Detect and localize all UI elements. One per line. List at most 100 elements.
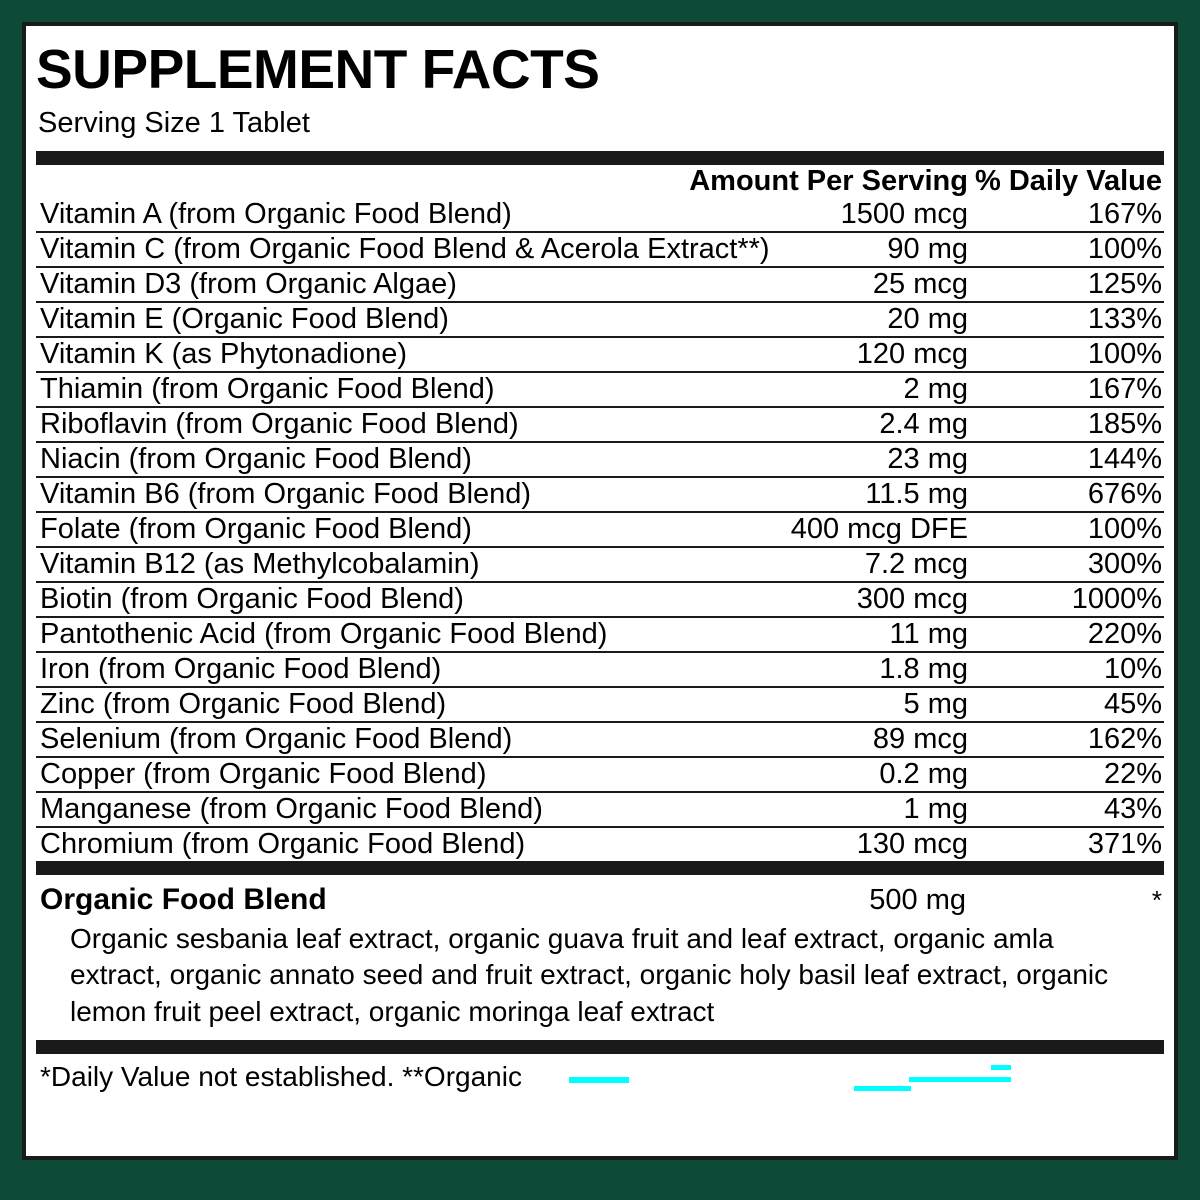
nutrient-amount: 1.8 mg: [879, 653, 968, 685]
nutrient-amount: 120 mcg: [856, 338, 968, 370]
nutrient-amount: 90 mg: [887, 233, 968, 265]
table-row: Iron (from Organic Food Blend) 1.8 mg 10%: [36, 653, 1164, 686]
nutrient-name: Pantothenic Acid (from Organic Food Blen…: [40, 618, 608, 650]
table-row: Vitamin D3 (from Organic Algae) 25 mcg 125…: [36, 268, 1164, 301]
table-row: Pantothenic Acid (from Organic Food Blen…: [36, 618, 1164, 651]
row-separator: [36, 756, 1164, 758]
table-row: Vitamin K (as Phytonadione) 120 mcg 100%: [36, 338, 1164, 371]
nutrient-name: Biotin (from Organic Food Blend): [40, 583, 464, 615]
table-row: Vitamin B12 (as Methylcobalamin) 7.2 mcg 3…: [36, 548, 1164, 581]
row-separator: [36, 371, 1164, 373]
nutrient-daily-value: 162%: [1087, 723, 1162, 755]
table-row: Zinc (from Organic Food Blend) 5 mg 45%: [36, 688, 1164, 721]
column-header-nutrient: [36, 165, 674, 198]
nutrient-amount: 11.5 mg: [865, 478, 968, 510]
nutrient-daily-value: 133%: [1087, 303, 1162, 335]
nutrient-daily-value: 125%: [1087, 268, 1162, 300]
nutrient-amount: 7.2 mcg: [864, 548, 968, 580]
nutrient-name: Iron (from Organic Food Blend): [40, 653, 442, 685]
nutrient-name: Copper (from Organic Food Blend): [40, 758, 487, 790]
nutrient-daily-value: 371%: [1087, 828, 1162, 860]
nutrient-name: Zinc (from Organic Food Blend): [40, 688, 447, 720]
row-separator: [36, 301, 1164, 303]
nutrient-amount: 0.2 mg: [879, 758, 968, 790]
nutrient-daily-value: 185%: [1087, 408, 1162, 440]
organic-food-blend-section: Organic Food Blend 500 mg * Organic sesb…: [36, 875, 1164, 1040]
nutrient-name: Vitamin K (as Phytonadione): [40, 338, 408, 370]
footnote-text: *Daily Value not established. **Organic: [40, 1061, 522, 1093]
row-separator: [36, 791, 1164, 793]
nutrient-name: Riboflavin (from Organic Food Blend): [40, 408, 519, 440]
nutrient-name: Vitamin E (Organic Food Blend): [40, 303, 449, 335]
erased-text-mark: [854, 1086, 911, 1092]
erased-text-mark: [991, 1065, 1011, 1071]
column-header-amount: Amount Per Serving: [689, 165, 968, 197]
nutrient-daily-value: 100%: [1087, 513, 1162, 545]
row-separator: [36, 336, 1164, 338]
serving-size-text: Serving Size 1 Tablet: [38, 107, 310, 139]
nutrition-table-body: Vitamin A (from Organic Food Blend) 1500 …: [36, 198, 1164, 861]
nutrient-amount: 2 mg: [903, 373, 968, 405]
nutrient-daily-value: 1000%: [1071, 583, 1162, 615]
erased-text-mark: [909, 1077, 1011, 1083]
panel-content: SUPPLEMENT FACTS Serving Size 1 Tablet A…: [26, 26, 1174, 1156]
nutrient-name: Manganese (from Organic Food Blend): [40, 793, 543, 825]
table-row: Vitamin C (from Organic Food Blend & Ace…: [36, 233, 1164, 266]
nutrient-name: Niacin (from Organic Food Blend): [40, 443, 472, 475]
blend-daily-value: *: [1151, 885, 1162, 915]
nutrient-amount: 300 mcg: [856, 583, 968, 615]
blend-name: Organic Food Blend: [40, 883, 327, 916]
nutrient-daily-value: 144%: [1087, 443, 1162, 475]
table-row: Riboflavin (from Organic Food Blend) 2.4 …: [36, 408, 1164, 441]
footnote-area: *Daily Value not established. **Organic: [36, 1054, 1164, 1105]
nutrient-amount: 23 mg: [887, 443, 968, 475]
nutrition-table: Amount Per Serving % Daily Value Vitamin…: [36, 165, 1164, 861]
nutrient-amount: 2.4 mg: [879, 408, 968, 440]
nutrient-amount: 130 mcg: [856, 828, 968, 860]
row-separator: [36, 266, 1164, 268]
erased-text-mark: [569, 1077, 629, 1084]
nutrient-daily-value: 220%: [1087, 618, 1162, 650]
table-row: Biotin (from Organic Food Blend) 300 mcg 1…: [36, 583, 1164, 616]
row-separator: [36, 826, 1164, 828]
nutrient-daily-value: 10%: [1103, 653, 1162, 685]
table-row: Vitamin B6 (from Organic Food Blend) 11.5…: [36, 478, 1164, 511]
nutrient-amount: 11 mg: [889, 618, 968, 650]
nutrient-amount: 1 mg: [903, 793, 968, 825]
nutrient-amount: 25 mcg: [872, 268, 968, 300]
supplement-facts-panel: SUPPLEMENT FACTS Serving Size 1 Tablet A…: [22, 22, 1178, 1160]
table-row: Chromium (from Organic Food Blend) 130 mc…: [36, 828, 1164, 861]
nutrient-daily-value: 300%: [1087, 548, 1162, 580]
nutrient-daily-value: 167%: [1087, 198, 1162, 230]
nutrient-amount: 400 mcg DFE: [790, 513, 968, 545]
nutrient-name: Vitamin D3 (from Organic Algae): [40, 268, 457, 300]
nutrient-name: Thiamin (from Organic Food Blend): [40, 373, 495, 405]
row-separator: [36, 476, 1164, 478]
divider-thick-footnote: [36, 1040, 1164, 1055]
row-separator: [36, 231, 1164, 233]
table-row: Niacin (from Organic Food Blend) 23 mg 144…: [36, 443, 1164, 476]
nutrient-daily-value: 676%: [1087, 478, 1162, 510]
nutrient-daily-value: 22%: [1103, 758, 1162, 790]
nutrient-daily-value: 100%: [1087, 338, 1162, 370]
table-row: Vitamin E (Organic Food Blend) 20 mg 133%: [36, 303, 1164, 336]
nutrient-name: Vitamin A (from Organic Food Blend): [40, 198, 512, 230]
nutrient-name: Selenium (from Organic Food Blend): [40, 723, 513, 755]
row-separator: [36, 616, 1164, 618]
blend-amount: 500 mg: [869, 884, 966, 916]
table-row: Selenium (from Organic Food Blend) 89 mcg…: [36, 723, 1164, 756]
nutrient-name: Chromium (from Organic Food Blend): [40, 828, 526, 860]
row-separator: [36, 651, 1164, 653]
row-separator: [36, 721, 1164, 723]
nutrient-daily-value: 100%: [1087, 233, 1162, 265]
nutrient-amount: 1500 mcg: [840, 198, 968, 230]
blend-header-row: Organic Food Blend 500 mg *: [36, 875, 1164, 917]
row-separator: [36, 581, 1164, 583]
nutrient-name: Vitamin B12 (as Methylcobalamin): [40, 548, 480, 580]
column-header-daily-value: % Daily Value: [975, 165, 1162, 197]
nutrient-daily-value: 45%: [1103, 688, 1162, 720]
table-row: Vitamin A (from Organic Food Blend) 1500 …: [36, 198, 1164, 231]
table-row: Manganese (from Organic Food Blend) 1 mg 4…: [36, 793, 1164, 826]
table-row: Copper (from Organic Food Blend) 0.2 mg 22…: [36, 758, 1164, 791]
nutrient-daily-value: 167%: [1087, 373, 1162, 405]
